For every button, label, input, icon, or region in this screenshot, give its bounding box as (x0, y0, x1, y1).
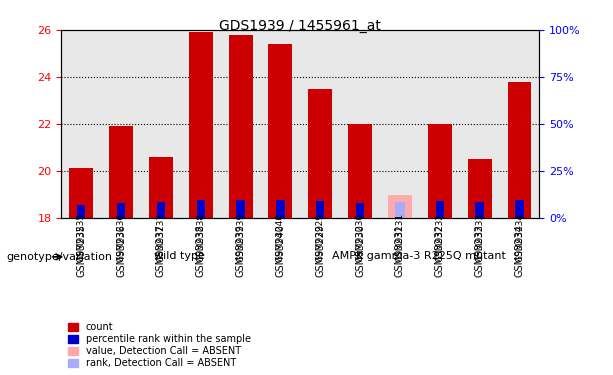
Text: GSM93234: GSM93234 (515, 213, 524, 262)
Bar (476, 202, 484, 217)
Text: GSM93231: GSM93231 (395, 213, 405, 262)
Text: GSM93240: GSM93240 (276, 213, 285, 262)
Bar (77, 205, 85, 218)
Text: GSM93237: GSM93237 (156, 213, 166, 262)
Text: AMPK gamma-3 R225Q mutant: AMPK gamma-3 R225Q mutant (332, 251, 506, 261)
Bar (468, 159, 492, 218)
Text: GSM93233: GSM93233 (475, 213, 484, 262)
Bar (316, 201, 324, 217)
Text: GSM93239: GSM93239 (236, 213, 245, 262)
Legend: count, percentile rank within the sample, value, Detection Call = ABSENT, rank, : count, percentile rank within the sample… (66, 320, 253, 370)
Bar (348, 124, 372, 218)
Bar (268, 44, 292, 218)
Bar (428, 124, 452, 218)
Bar (229, 35, 253, 218)
Text: wild type: wild type (154, 251, 205, 261)
Text: GSM93236: GSM93236 (116, 213, 126, 262)
Bar (189, 32, 213, 218)
Bar (157, 202, 165, 217)
Text: GSM93230: GSM93230 (356, 213, 365, 262)
Bar (395, 202, 405, 217)
Bar (69, 168, 93, 217)
Text: GSM93238: GSM93238 (196, 213, 205, 262)
Bar (237, 200, 245, 217)
Text: GSM93229: GSM93229 (316, 213, 325, 262)
Bar (197, 200, 205, 217)
Text: GSM93232: GSM93232 (435, 213, 444, 262)
Text: GDS1939 / 1455961_at: GDS1939 / 1455961_at (219, 19, 381, 33)
Bar (149, 157, 173, 218)
Bar (508, 82, 531, 218)
Text: genotype/variation: genotype/variation (6, 252, 112, 262)
Bar (109, 126, 133, 218)
Bar (388, 195, 412, 217)
Text: GSM93235: GSM93235 (77, 213, 86, 262)
Bar (516, 200, 524, 217)
Bar (117, 203, 125, 217)
Bar (276, 200, 284, 217)
Bar (436, 201, 444, 217)
Bar (356, 203, 364, 217)
Bar (308, 88, 332, 218)
